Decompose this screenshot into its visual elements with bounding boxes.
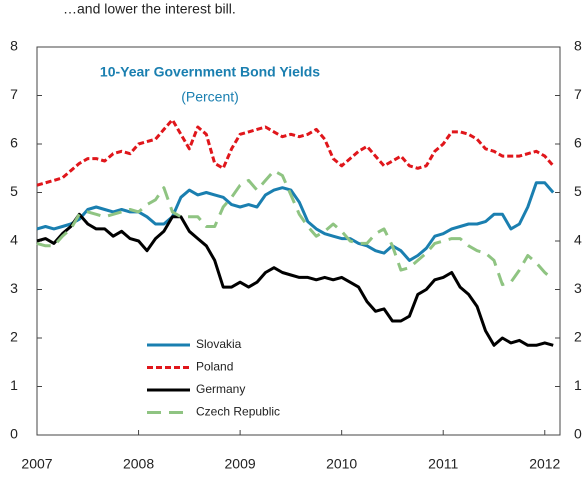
series-line (36, 181, 555, 262)
legend-label: Germany (196, 382, 245, 396)
y2-tick-label: 6 (574, 135, 582, 151)
y2-tick-label: 2 (574, 329, 582, 345)
y-tick-label: 3 (10, 280, 18, 296)
legend-label: Slovakia (196, 337, 242, 351)
y2-tick-label: 8 (574, 38, 582, 54)
y-tick-label: 1 (10, 377, 18, 393)
plot-frame (36, 46, 561, 436)
x-tick-label: 2009 (225, 456, 256, 472)
y-tick-label: 8 (10, 38, 18, 54)
y-tick-label: 2 (10, 329, 18, 345)
x-tick-label: 2008 (123, 456, 154, 472)
x-tick-label: 2011 (428, 456, 458, 472)
y-tick-label: 7 (10, 86, 18, 102)
heading: …and lower the interest bill. (63, 1, 236, 17)
y2-tick-label: 5 (574, 183, 582, 199)
y2-tick-label: 1 (574, 377, 582, 393)
y-tick-label: 4 (10, 232, 18, 248)
series-line (36, 169, 555, 287)
y-tick-label: 5 (10, 183, 18, 199)
x-tick-label: 2007 (21, 456, 52, 472)
x-tick-label: 2012 (529, 456, 560, 472)
y-tick-label: 6 (10, 135, 18, 151)
y2-tick-label: 3 (574, 280, 582, 296)
series-line (36, 212, 554, 347)
y2-tick-label: 4 (574, 232, 582, 248)
series-line (36, 118, 555, 187)
legend-label: Czech Republic (196, 405, 280, 419)
legend-label: Poland (196, 360, 233, 374)
y-tick-label: 0 (10, 426, 18, 442)
y2-tick-label: 7 (574, 86, 582, 102)
chart-title: 10-Year Government Bond Yields (100, 64, 320, 80)
chart-subtitle: (Percent) (181, 89, 239, 105)
y2-tick-label: 0 (574, 426, 582, 442)
x-tick-label: 2010 (326, 456, 357, 472)
